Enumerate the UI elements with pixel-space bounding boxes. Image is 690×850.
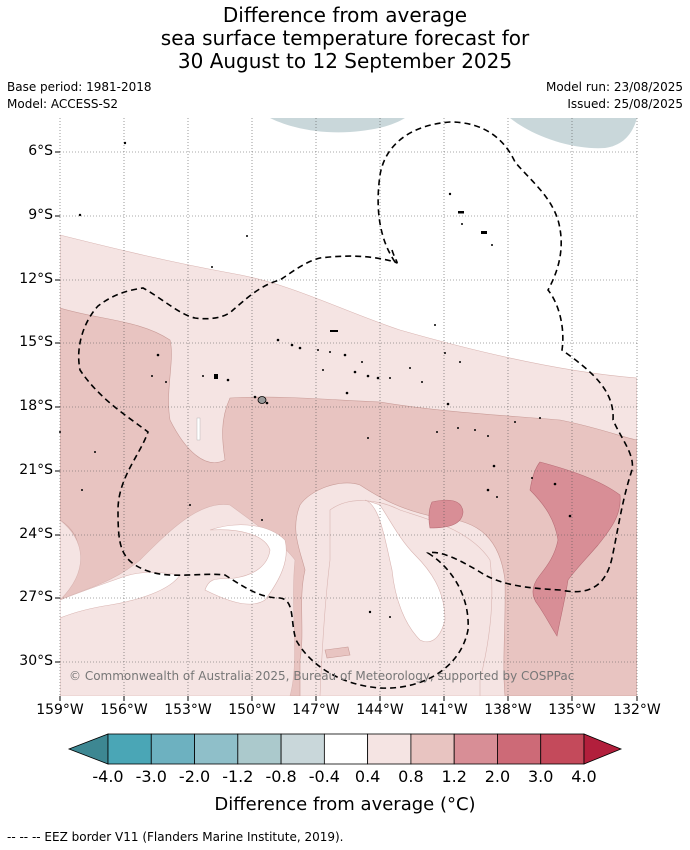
colorbar-segment — [453, 733, 498, 765]
neutral-sliver — [196, 417, 201, 441]
eez-legend: -- -- -- EEZ border V11 (Flanders Marine… — [7, 830, 344, 844]
colorbar-tick-label: 3.0 — [527, 767, 554, 786]
lon-label: 144°W — [356, 702, 404, 718]
colorbar-tick-label: -2.0 — [178, 767, 211, 786]
axis-ticks — [55, 151, 638, 701]
title-line-2: sea surface temperature forecast for — [160, 26, 530, 50]
lat-label: 9°S — [28, 207, 53, 223]
lon-label: 159°W — [36, 702, 84, 718]
islands — [59, 141, 572, 618]
model-name: Model: ACCESS-S2 — [7, 97, 119, 111]
lat-label: 18°S — [19, 398, 53, 414]
lat-label: 30°S — [19, 653, 53, 669]
anomaly-region-1-2-a — [428, 499, 464, 529]
meta-left: Base period: 1981-2018 Model: ACCESS-S2 — [7, 79, 152, 113]
island-tahiti — [257, 396, 267, 404]
issued-date: Issued: 25/08/2025 — [567, 97, 683, 111]
colorbar-tick-label: 2.0 — [484, 767, 511, 786]
title-line-3: 30 August to 12 September 2025 — [177, 49, 513, 73]
copyright-text: © Commonwealth of Australia 2025, Bureau… — [69, 669, 575, 683]
colorbar-tick-label: -4.0 — [92, 767, 124, 786]
colorbar-tick-label: 0.8 — [398, 767, 424, 786]
colorbar — [67, 733, 623, 765]
colorbar-segment — [323, 733, 369, 765]
colorbar-title: Difference from average (°C) — [214, 794, 476, 815]
lon-label: 135°W — [548, 702, 596, 718]
lon-label: 150°W — [228, 702, 276, 718]
lat-label: 21°S — [19, 462, 53, 478]
colorbar-segment — [497, 733, 542, 765]
colorbar-tick-label: 0.4 — [354, 767, 381, 786]
eez-borders — [77, 121, 634, 689]
title-line-1: Difference from average — [222, 3, 468, 27]
colorbar-tick-label: 1.2 — [441, 767, 467, 786]
chart-title: Difference from average sea surface temp… — [0, 4, 690, 73]
lat-label: 6°S — [28, 143, 53, 159]
lon-label: 132°W — [613, 702, 661, 718]
lat-label: 15°S — [19, 334, 53, 350]
lat-label: 12°S — [19, 271, 53, 287]
anomaly-region-1-2-b — [529, 461, 621, 637]
colorbar-under-arrow — [67, 733, 109, 765]
colorbar-tick-label: -1.2 — [222, 767, 254, 786]
colorbar-segment — [280, 733, 325, 765]
colorbar-tick-label: -0.4 — [308, 767, 340, 786]
cool-region-top-1 — [270, 118, 405, 133]
lon-label: 138°W — [484, 702, 532, 718]
base-period: Base period: 1981-2018 — [7, 80, 152, 94]
colorbar-segment — [150, 733, 195, 765]
lon-label: 147°W — [292, 702, 340, 718]
colorbar-over-arrow — [583, 733, 623, 765]
eez-border-east — [391, 249, 398, 264]
meta-right: Model run: 23/08/2025 Issued: 25/08/2025 — [546, 79, 683, 113]
lat-label: 27°S — [19, 589, 53, 605]
lon-label: 141°W — [420, 702, 468, 718]
anomaly-region-small — [324, 646, 351, 659]
colorbar-segment — [237, 733, 282, 765]
model-run: Model run: 23/08/2025 — [545, 80, 683, 94]
neutral-region-1 — [204, 524, 287, 605]
lon-label: 153°W — [164, 702, 212, 718]
neutral-region-3 — [60, 572, 181, 619]
cool-region-top-2 — [510, 118, 637, 149]
lat-label: 24°S — [19, 526, 53, 542]
colorbar-segment — [410, 733, 455, 765]
colorbar-tick-label: 4.0 — [571, 767, 597, 786]
neutral-region-2 — [364, 499, 446, 643]
colorbar-segment — [194, 733, 239, 765]
lon-label: 156°W — [100, 702, 148, 718]
colorbar-segment — [107, 733, 152, 765]
eez-border-french-polynesia — [77, 121, 634, 689]
colorbar-segment — [367, 733, 412, 765]
colorbar-segment — [540, 733, 585, 765]
colorbar-tick-label: -0.8 — [265, 767, 297, 786]
colorbar-tick-label: -3.0 — [135, 767, 167, 786]
